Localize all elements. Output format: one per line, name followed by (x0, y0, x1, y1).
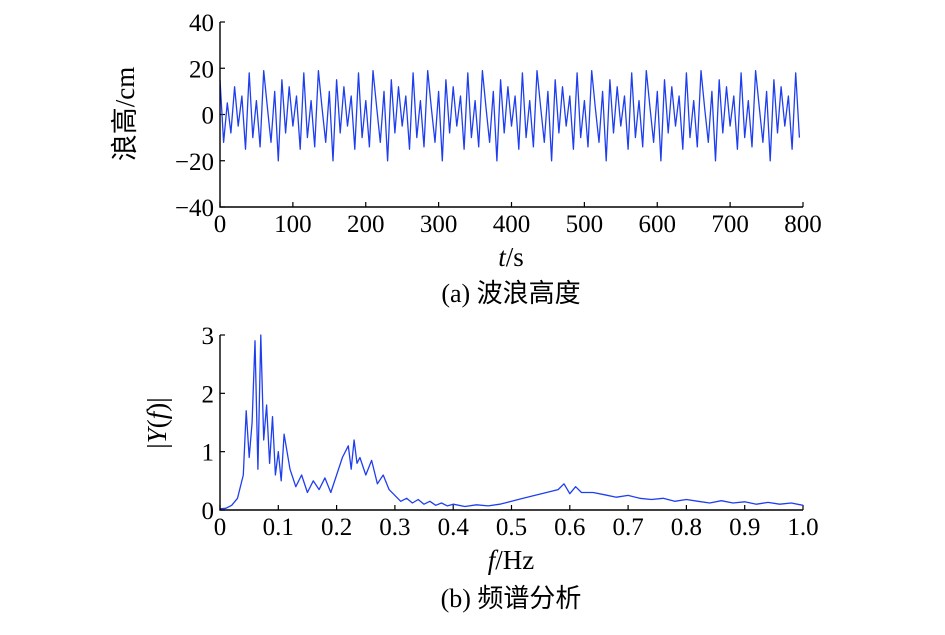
wave-height-x-tick-label: 800 (784, 211, 822, 238)
wave-height-y-tick-label: −40 (175, 195, 214, 222)
wave-height-x-tick-label: 700 (711, 211, 749, 238)
spectrum-x-axis-label: f/Hz (488, 545, 535, 575)
spectrum-y-tick-label: 0 (202, 498, 215, 525)
spectrum-x-tick-label: 0.3 (379, 514, 410, 541)
wave-height-x-axis-label: t/s (498, 242, 524, 272)
spectrum-y-tick-label: 3 (202, 323, 215, 350)
spectrum-x-tick-label: 1.0 (787, 514, 818, 541)
spectrum-x-tick-label: 0.6 (554, 514, 585, 541)
wave-height-y-tick-label: 0 (202, 103, 215, 130)
spectrum-axes (219, 335, 803, 511)
wave-height-axes (219, 22, 803, 208)
spectrum-ticks: 0 0.1 0.2 0.3 0.4 0.5 0.6 0.7 0.8 0.9 1.0 3 2 1 0 (202, 323, 819, 541)
wave-height-series-line (219, 69, 801, 162)
wave-height-y-tick-label: 40 (189, 10, 214, 37)
wave-height-x-tick-label: 400 (493, 211, 531, 238)
spectrum-x-tick-label: 0.2 (321, 514, 352, 541)
wave-height-x-tick-label: 100 (274, 211, 312, 238)
spectrum-x-tick-label: 0.7 (612, 514, 643, 541)
spectrum-panel: 0 0.1 0.2 0.3 0.4 0.5 0.6 0.7 0.8 0.9 1.0 3 2 1 0 |Y(f… (142, 323, 819, 613)
spectrum-x-tick-label: 0 (214, 514, 227, 541)
wave-height-x-tick-label: 300 (420, 211, 458, 238)
spectrum-x-tick-label: 0.9 (729, 514, 760, 541)
spectrum-series-line (219, 334, 804, 510)
wave-height-x-tick-label: 0 (214, 211, 227, 238)
wave-height-caption: (a) 波浪高度 (441, 279, 580, 308)
spectrum-x-tick-label: 0.1 (263, 514, 294, 541)
spectrum-y-tick-label: 2 (202, 381, 215, 408)
spectrum-y-axis-label: |Y(f)| (142, 397, 172, 448)
wave-height-y-tick-label: −20 (175, 149, 214, 176)
wave-height-x-tick-label: 500 (566, 211, 604, 238)
spectrum-caption: (b) 频谱分析 (441, 584, 582, 613)
spectrum-x-tick-label: 0.8 (671, 514, 702, 541)
wave-height-x-tick-label: 600 (639, 211, 677, 238)
spectrum-y-tick-label: 1 (202, 440, 215, 467)
spectrum-x-tick-label: 0.5 (496, 514, 527, 541)
spectrum-x-tick-label: 0.4 (438, 514, 470, 541)
wave-height-y-axis-label: 浪高/cm (110, 67, 140, 162)
wave-height-y-tick-label: 20 (189, 56, 214, 83)
wave-height-x-tick-label: 200 (347, 211, 385, 238)
